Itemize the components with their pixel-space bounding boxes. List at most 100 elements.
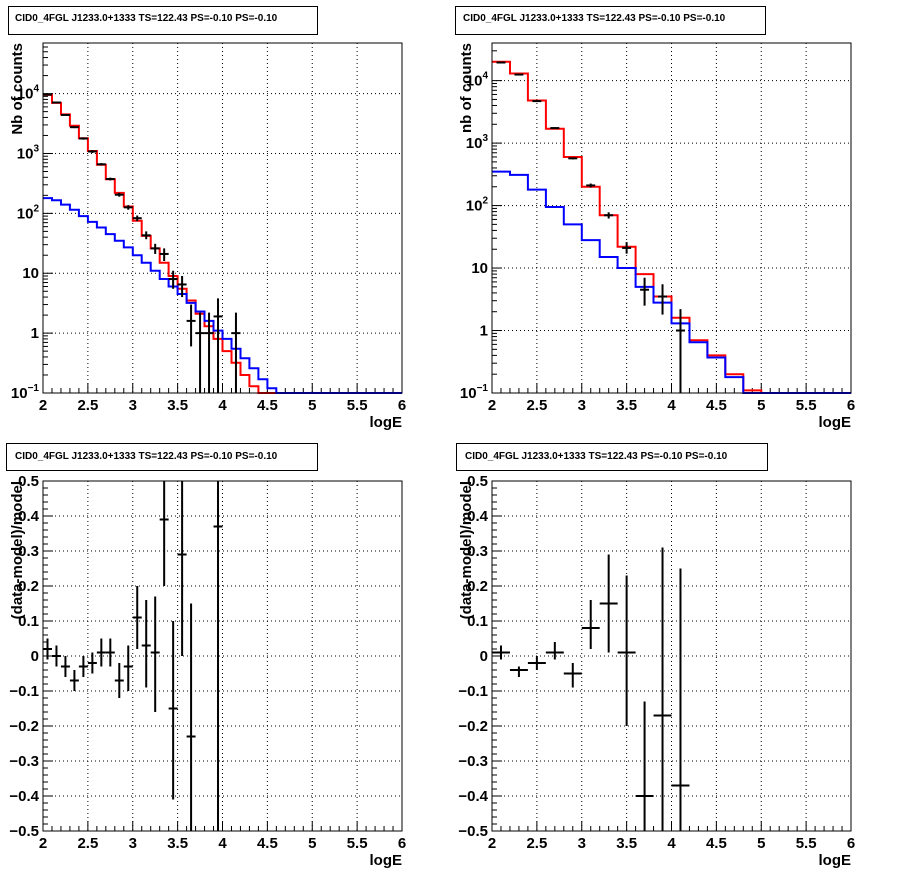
y-tick-label: 1	[480, 323, 488, 340]
y-tick-label: 10−1	[460, 383, 489, 402]
data-point	[231, 312, 241, 393]
y-tick-label: 10	[471, 260, 488, 277]
data-point	[186, 603, 196, 831]
data-point	[213, 298, 223, 393]
data-points	[496, 61, 685, 393]
chart-panel-4: 2 2.5 3 3.5 4 4.5 5 5.5 6 −0.5 −0.4 −0.3 −0.2 −0.1 0 0.…	[456, 443, 855, 869]
y-tick-label: 0.4	[467, 508, 489, 525]
x-tick-label: 6	[847, 397, 855, 414]
data-point	[599, 554, 618, 653]
x-tick-label: 5	[308, 397, 316, 414]
data-point	[114, 663, 124, 698]
x-tick-label: 3.5	[616, 835, 637, 852]
data-point	[213, 481, 223, 831]
x-tick-label: 4.5	[257, 835, 278, 852]
x-tick-label: 2	[488, 397, 496, 414]
x-tick-label: 2.5	[526, 835, 547, 852]
y-tick-label: 10	[22, 265, 39, 282]
data-point	[527, 656, 546, 670]
x-tick-label: 6	[398, 397, 406, 414]
data-point	[51, 645, 61, 667]
x-axis-label: logE	[370, 852, 403, 869]
data-point	[550, 127, 560, 130]
x-tick-label: 5	[308, 835, 316, 852]
data-point	[671, 568, 690, 831]
x-tick-label: 5.5	[796, 397, 817, 414]
x-tick-label: 3.5	[167, 397, 188, 414]
y-tick-label: 0.5	[18, 473, 39, 490]
y-tick-label: −0.5	[9, 823, 39, 840]
data-point	[43, 638, 52, 660]
data-point	[496, 61, 506, 64]
title-box	[455, 6, 766, 35]
x-tick-label: 4.5	[706, 397, 727, 414]
x-tick-label: 2	[39, 835, 47, 852]
data-points	[43, 93, 241, 393]
data-point	[69, 670, 79, 691]
data-point	[87, 150, 97, 153]
y-tick-label: 0.4	[18, 508, 40, 525]
grid-lines	[43, 481, 402, 831]
y-tick-label: 103	[17, 143, 40, 162]
data-point	[87, 652, 97, 674]
y-axis-label: nb of counts	[458, 43, 475, 133]
data-point	[204, 312, 214, 393]
chart-title: CID0_4FGL J1233.0+1333 TS=122.43 PS=-0.1…	[463, 13, 726, 24]
data-point	[96, 638, 106, 667]
y-tick-label: −0.1	[458, 683, 488, 700]
data-point	[675, 309, 685, 393]
histogram-series-1	[492, 60, 851, 394]
plot-frame	[42, 480, 403, 832]
x-tick-label: 4.5	[257, 397, 278, 414]
axis-ticks	[42, 480, 403, 832]
grid-lines	[492, 481, 851, 831]
y-tick-label: −0.3	[9, 753, 39, 770]
data-point	[617, 575, 636, 726]
y-tick-label: −0.4	[458, 788, 488, 805]
plot-frame	[42, 42, 403, 394]
data-point	[60, 656, 70, 677]
x-tick-label: 3	[578, 835, 586, 852]
data-point	[60, 113, 70, 116]
x-tick-label: 2	[39, 397, 47, 414]
data-point	[141, 231, 151, 240]
x-tick-label: 6	[847, 835, 855, 852]
data-points	[492, 547, 690, 831]
data-point	[150, 243, 160, 254]
y-tick-label: 0.2	[467, 578, 488, 595]
x-tick-label: 2	[488, 835, 496, 852]
y-tick-label: −0.5	[458, 823, 488, 840]
x-tick-label: 5.5	[347, 835, 368, 852]
data-point	[177, 275, 187, 298]
y-axis-label: Nb of counts	[9, 43, 26, 135]
x-tick-label: 5.5	[796, 835, 817, 852]
chart-title: CID0_4FGL J1233.0+1333 TS=122.43 PS=-0.1…	[15, 451, 278, 462]
data-point	[492, 645, 510, 660]
chart-panel-2: 2 2.5 3 3.5 4 4.5 5 5.5 6 10−1 1 10 102 103 104 logE nb …	[455, 6, 855, 431]
y-axis-label: (data-model)/model	[458, 481, 475, 619]
data-point	[653, 547, 672, 831]
data-point	[177, 481, 187, 656]
chart-title: CID0_4FGL J1233.0+1333 TS=122.43 PS=-0.1…	[465, 451, 728, 462]
data-point	[43, 93, 52, 96]
x-tick-label: 3.5	[167, 835, 188, 852]
data-point	[159, 248, 169, 262]
y-tick-label: 102	[466, 196, 489, 215]
data-point	[105, 638, 115, 667]
data-point	[604, 212, 614, 219]
data-point	[123, 205, 133, 210]
data-point	[51, 101, 61, 104]
plot-frame	[491, 480, 852, 832]
x-tick-label: 5	[757, 835, 765, 852]
data-point	[195, 312, 205, 393]
data-point	[581, 600, 600, 649]
x-axis-label: logE	[370, 414, 403, 431]
y-axis-label: (data-model)/model	[9, 481, 26, 619]
data-point	[132, 215, 142, 222]
data-point	[568, 157, 578, 160]
data-point	[563, 663, 582, 688]
data-point	[514, 73, 524, 76]
data-point	[586, 183, 596, 188]
y-tick-label: −0.2	[458, 718, 488, 735]
